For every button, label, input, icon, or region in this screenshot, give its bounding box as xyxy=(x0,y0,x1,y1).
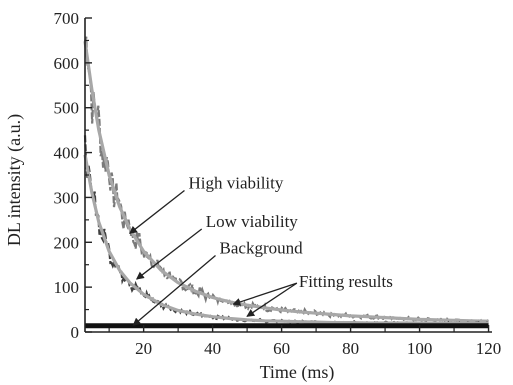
annotation-label: High viability xyxy=(188,173,283,192)
x-tick-label: 100 xyxy=(407,339,433,358)
y-axis-title: DL intensity (a.u.) xyxy=(4,114,25,246)
y-tick-label: 500 xyxy=(54,99,80,118)
annotation-arrow xyxy=(232,282,298,306)
annotation-label: Background xyxy=(220,239,304,258)
x-tick-label: 80 xyxy=(342,339,359,358)
annotation-layer: High viability Low viability Background Fit… xyxy=(129,173,393,326)
high-viability-fit-line xyxy=(83,41,489,323)
y-tick-label: 100 xyxy=(54,278,80,297)
x-tick-label: 120 xyxy=(476,339,502,358)
y-tick-label: 300 xyxy=(54,188,80,207)
low-viability-fit-line xyxy=(83,154,489,326)
x-tick-label: 20 xyxy=(135,339,152,358)
annotation-label: Low viability xyxy=(206,212,299,231)
x-axis-title: Time (ms) xyxy=(260,362,335,383)
axes-layer: 0 100 200 300 400 500 600 700 20 40 60 80 100 120 xyxy=(54,9,502,358)
x-tick-label: 60 xyxy=(273,339,290,358)
annotation-arrow xyxy=(246,282,298,317)
y-tick-label: 400 xyxy=(54,144,80,163)
x-tick-label: 40 xyxy=(204,339,221,358)
annotation-arrow xyxy=(129,189,185,234)
y-tick-label: 200 xyxy=(54,233,80,252)
annotation-arrow xyxy=(135,228,203,280)
y-tick-label: 0 xyxy=(71,323,80,342)
y-tick-label: 600 xyxy=(54,54,80,73)
high-viability-series-line xyxy=(83,36,489,324)
y-tick-label: 700 xyxy=(54,9,80,28)
series-layer xyxy=(83,36,489,329)
annotation-label: Fitting results xyxy=(299,272,393,291)
annotation-arrow xyxy=(132,255,216,326)
